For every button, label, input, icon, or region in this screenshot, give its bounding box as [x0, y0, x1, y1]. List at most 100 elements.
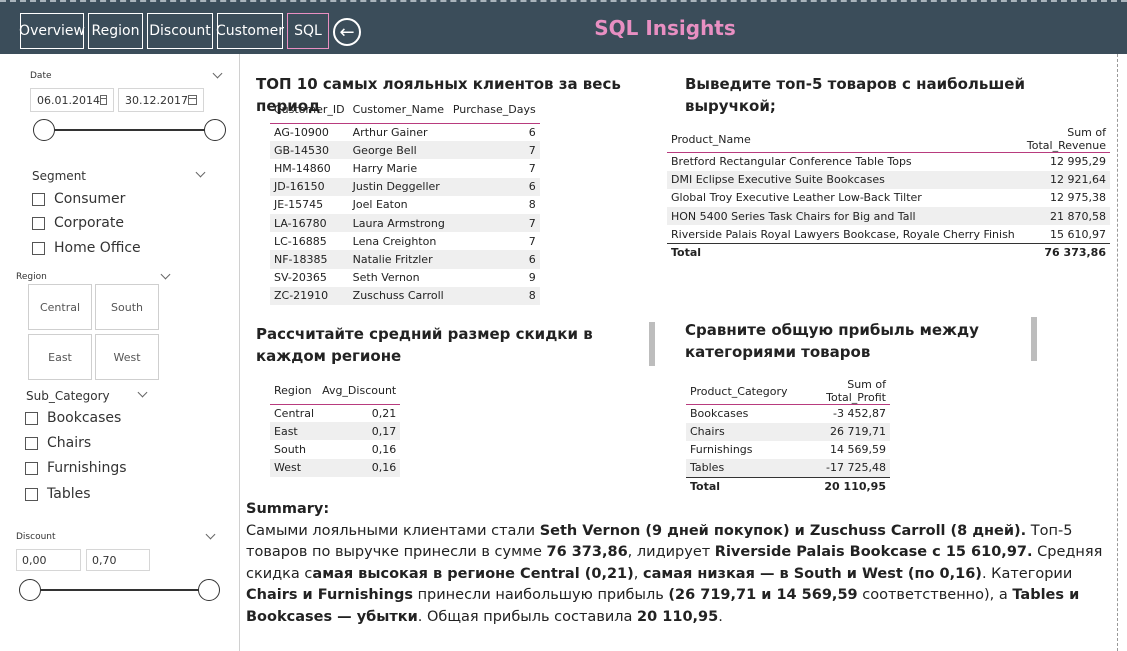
discount-max-field[interactable]: 0,70: [86, 549, 150, 571]
sub-category-filter-label: Sub_Category: [26, 389, 110, 403]
column-header: Product_Category: [686, 378, 792, 405]
table-cell: 7: [528, 234, 536, 248]
region-filter-label: Region: [16, 272, 47, 282]
table-cell: 12 975,38: [1050, 191, 1106, 205]
segment-filter-label: Segment: [32, 169, 86, 183]
table-cell: Joel Eaton: [352, 198, 408, 212]
back-arrow-icon[interactable]: ←: [333, 18, 361, 46]
summary-text-run: , лидирует: [627, 544, 715, 560]
checkbox[interactable]: [25, 487, 38, 501]
date-end-field[interactable]: 30.12.2017: [118, 88, 204, 112]
table-cell: Harry Marie: [352, 161, 418, 175]
chevron-down-icon[interactable]: [212, 68, 223, 79]
region-tile-central[interactable]: Central: [28, 284, 92, 330]
table-cell: 6: [448, 177, 540, 196]
sub-category-option-tables[interactable]: Tables: [25, 486, 91, 502]
tab-sql[interactable]: SQL: [287, 13, 329, 49]
table-row: ZC-21910 Zuschuss Carroll 8: [270, 286, 540, 305]
table-cell: 7: [448, 141, 540, 160]
date-slider-start-handle[interactable]: [33, 119, 55, 141]
summary-body: Самыми лояльными клиентами стали Seth Ve…: [246, 521, 1116, 629]
tab-customer[interactable]: Customer: [216, 13, 284, 49]
loyal-customers-table: Customer_ID Customer_Name Purchase_Days AG-…: [270, 97, 540, 305]
table-cell: AG-10900: [274, 125, 329, 139]
summary-text-run: соответственно), а: [857, 587, 1013, 603]
total-value: 20 110,95: [791, 476, 890, 492]
table-cell: Riverside Palais Royal Lawyers Bookcase,…: [671, 227, 1015, 241]
date-start-field[interactable]: 06.01.2014: [30, 88, 114, 112]
chevron-down-icon[interactable]: [137, 387, 148, 398]
table-cell: Laura Armstrong: [348, 213, 449, 233]
table-cell: LC-16885: [274, 234, 327, 248]
checkbox[interactable]: [32, 192, 45, 206]
table-cell: NF-18385: [270, 250, 349, 269]
region-tile-east[interactable]: East: [28, 334, 92, 380]
column-header: Customer_ID: [270, 97, 349, 124]
discount-slider-max-handle[interactable]: [198, 579, 220, 601]
option-label: Bookcases: [47, 410, 122, 426]
table-cell: 15 610,97: [1050, 227, 1106, 241]
checkbox[interactable]: [32, 241, 45, 255]
column-header: Sum of Total_Revenue: [1018, 126, 1110, 153]
summary-highlight: Riverside Palais Bookcase с 15 610,97.: [714, 544, 1033, 560]
summary-text-run: . Общая прибыль составила: [417, 608, 638, 625]
summary-highlight: Tables и Bookcases — убытки: [246, 587, 1080, 625]
calendar-icon[interactable]: [187, 95, 197, 105]
table-header-row: Product_Category Sum of Total_Profit: [686, 378, 890, 405]
sub-category-option-bookcases[interactable]: Bookcases: [25, 410, 121, 426]
table-cell: Furnishings: [690, 443, 753, 457]
column-header: Region: [270, 378, 319, 405]
checkbox[interactable]: [25, 436, 38, 450]
tab-overview[interactable]: Overview: [19, 13, 85, 49]
discount-min-field[interactable]: 0,00: [16, 549, 81, 571]
filter-sidebar: Date 06.01.2014 30.12.2017 Segment Consu…: [0, 54, 240, 651]
summary-text: Summary: Самыми лояльными клиентами стал…: [246, 499, 1116, 628]
table-row: East 0,17: [270, 422, 401, 441]
segment-option-home-office[interactable]: Home Office: [32, 240, 141, 256]
table-row: South 0,16: [270, 440, 400, 458]
segment-option-corporate[interactable]: Corporate: [32, 215, 124, 231]
calendar-icon[interactable]: [99, 95, 107, 105]
date-slider-end-handle[interactable]: [204, 119, 226, 141]
table-cell: JD-16150: [270, 177, 349, 196]
table-cell: 7: [448, 213, 540, 233]
table-cell: Bretford Rectangular Conference Table To…: [671, 155, 912, 169]
chevron-down-icon[interactable]: [195, 167, 206, 178]
option-label: Corporate: [54, 215, 124, 231]
tab-region[interactable]: Region: [88, 13, 143, 49]
chevron-down-icon[interactable]: [160, 269, 171, 280]
column-header: Purchase_Days: [448, 97, 540, 124]
table-row: NF-18385 Natalie Fritzler 6: [270, 250, 540, 269]
table-row: DMI Eclipse Executive Suite Bookcases 12 …: [667, 170, 1110, 189]
tab-discount[interactable]: Discount: [147, 13, 213, 49]
total-label: Total: [667, 242, 1019, 262]
discount-region-title: Рассчитайте средний размер скидки в кажд…: [256, 325, 593, 365]
scrollbar[interactable]: [1031, 317, 1037, 361]
checkbox[interactable]: [32, 216, 45, 230]
table-row: JD-16150 Justin Deggeller 6: [270, 177, 540, 196]
discount-slider-min-handle[interactable]: [19, 579, 41, 601]
option-label: Consumer: [54, 191, 126, 207]
summary-text-run: Топ-5 товаров по выручке принесли в сумм…: [246, 522, 1073, 561]
sub-category-option-furnishings[interactable]: Furnishings: [25, 460, 127, 476]
table-cell: 0,17: [318, 422, 401, 441]
segment-option-consumer[interactable]: Consumer: [32, 191, 125, 207]
header-bar: Overview Region Discount Customer SQL ← …: [0, 0, 1127, 54]
discount-slider-track[interactable]: [30, 589, 210, 591]
table-row: GB-14530 George Bell 7: [270, 141, 540, 160]
table-cell: West: [270, 458, 319, 477]
scrollbar[interactable]: [649, 322, 655, 366]
checkbox[interactable]: [25, 411, 38, 425]
table-cell: 0,21: [371, 406, 397, 420]
region-tile-west[interactable]: West: [95, 334, 159, 380]
table-cell: 6: [448, 250, 540, 269]
table-row: HM-14860 Harry Marie 7: [270, 159, 540, 177]
region-tile-south[interactable]: South: [95, 284, 159, 330]
checkbox[interactable]: [25, 461, 38, 475]
sub-category-option-chairs[interactable]: Chairs: [25, 435, 91, 451]
table-cell: 21 870,58: [1018, 207, 1110, 226]
chevron-down-icon[interactable]: [205, 529, 216, 540]
date-slider-track[interactable]: [44, 129, 214, 131]
table-row: LC-16885 Lena Creighton 7: [270, 232, 540, 250]
top-products-table: Product_Name Sum of Total_Revenue Bretford…: [667, 126, 1110, 262]
